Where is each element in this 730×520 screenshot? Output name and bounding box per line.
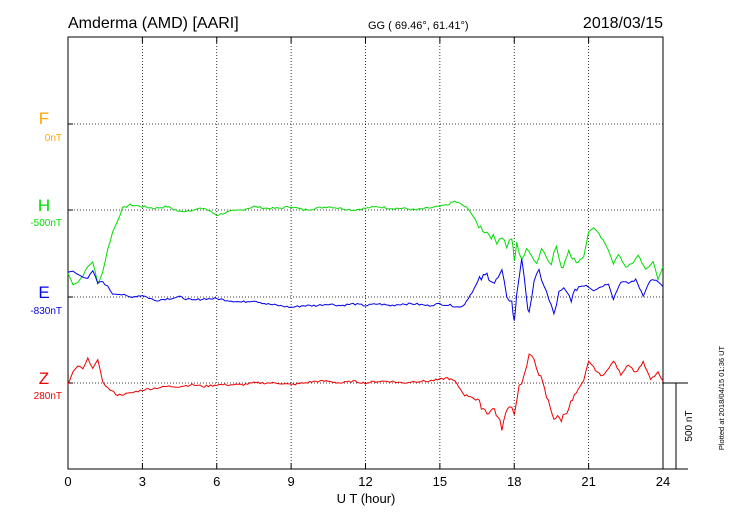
component-label-f: F — [39, 109, 49, 128]
baseline-label-h: -500nT — [30, 218, 62, 229]
x-tick-label: 18 — [507, 474, 521, 489]
component-label-h: H — [38, 196, 50, 215]
x-axis-label: U T (hour) — [337, 491, 396, 506]
baseline-label-e: -830nT — [30, 306, 62, 317]
coordinates-label: GG ( 69.46°, 61.41°) — [368, 20, 469, 32]
x-tick-label: 3 — [139, 474, 146, 489]
x-tick-label: 15 — [433, 474, 447, 489]
component-label-z: Z — [39, 369, 49, 388]
x-tick-label: 21 — [581, 474, 595, 489]
scale-bar-label: 500 nT — [684, 410, 695, 441]
baseline-label-z: 280nT — [34, 391, 62, 402]
station-title: Amderma (AMD) [AARI] — [68, 15, 239, 32]
date-label: 2018/03/15 — [583, 15, 663, 32]
x-tick-label: 24 — [656, 474, 670, 489]
grid-lines — [68, 37, 663, 469]
x-tick-label: 6 — [213, 474, 220, 489]
plotted-at-note: Plotted at 2018/04/15 01:36 UT — [717, 345, 726, 450]
x-tick-label: 9 — [288, 474, 295, 489]
scale-bar — [663, 382, 688, 470]
x-ticks: 0 3 6 9 12 15 18 21 24 — [64, 37, 670, 489]
series-line-z — [67, 353, 664, 431]
x-tick-label: 12 — [358, 474, 372, 489]
series-line-e — [67, 258, 664, 321]
component-label-e: E — [38, 283, 49, 302]
baseline-label-f: 0nT — [45, 133, 62, 144]
series-group — [67, 200, 664, 431]
series-line-h — [67, 200, 664, 286]
x-tick-label: 0 — [64, 474, 71, 489]
